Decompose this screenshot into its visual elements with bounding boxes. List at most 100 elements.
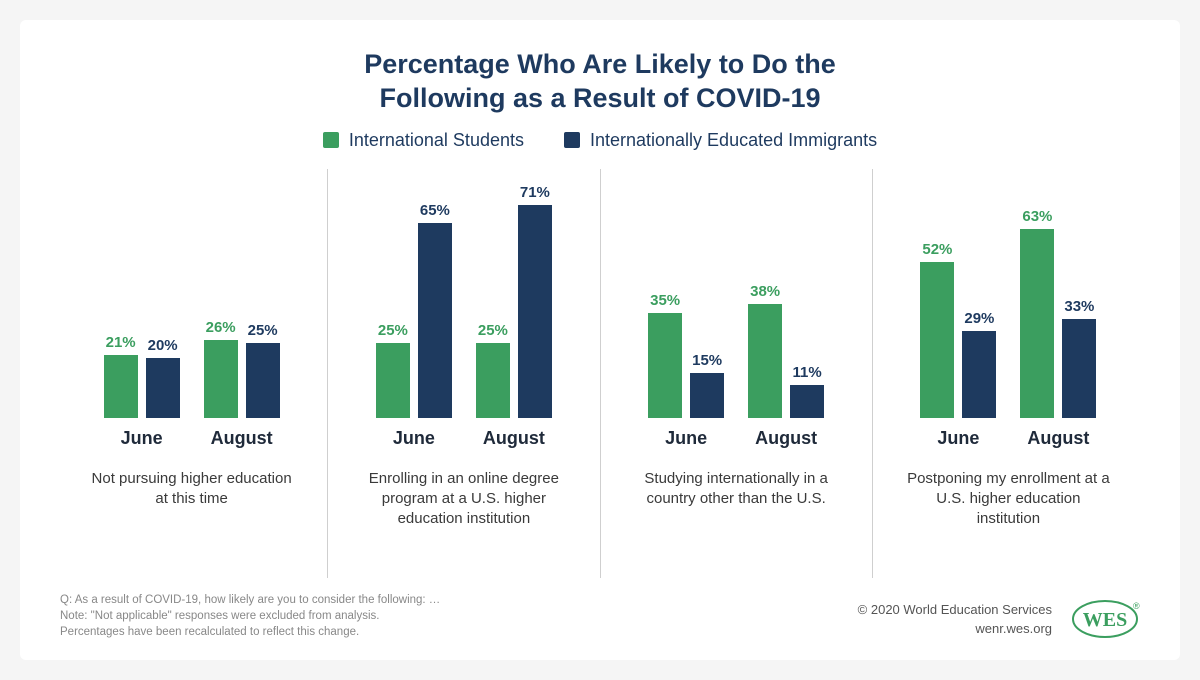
bars-area: 35% 15% June 38% 11% August	[613, 169, 860, 449]
attribution-line-1: © 2020 World Education Services	[858, 600, 1052, 620]
chart-panel: 25%65%June25%71%AugustEnrolling in an on…	[332, 169, 595, 578]
bar: 63%	[1020, 208, 1054, 418]
legend-swatch-series1	[323, 132, 339, 148]
bar-pair: 26% 25%	[204, 178, 280, 418]
bar: 29%	[962, 310, 996, 418]
panel-divider	[327, 169, 328, 578]
bar-group: 25%71%August	[476, 178, 552, 449]
bar-value-label: 11%	[793, 364, 822, 381]
bar-group: 35% 15% June	[648, 178, 724, 449]
svg-text:WES: WES	[1083, 609, 1127, 631]
bars-area: 52% 29% June 63% 33% August	[885, 169, 1132, 449]
bar-value-label: 29%	[964, 310, 994, 327]
x-axis-label: August	[1027, 428, 1089, 449]
svg-text:®: ®	[1133, 601, 1140, 611]
bar: 11%	[790, 364, 824, 418]
bar-value-label: 25%	[248, 322, 278, 339]
bars-area: 21% 20% June 26% 25% August	[68, 169, 315, 449]
bar-rect	[518, 205, 552, 418]
bar-rect	[204, 340, 238, 418]
x-axis-label: June	[937, 428, 979, 449]
bars-area: 25%65%June25%71%August	[340, 169, 587, 449]
legend-swatch-series2	[564, 132, 580, 148]
chart-panels: 21% 20% June 26% 25% August Not pursuing highe…	[60, 169, 1140, 578]
bar-rect	[418, 223, 452, 418]
bar-group: 25% 65% June	[376, 178, 452, 449]
bar: 26%	[204, 319, 238, 418]
x-axis-label: June	[393, 428, 435, 449]
legend-label-series1: International Students	[349, 130, 524, 151]
bar-pair: 25% 65%	[376, 178, 452, 418]
bar-value-label: 20%	[148, 337, 178, 354]
footnote-line-3: Percentages have been recalculated to re…	[60, 624, 440, 640]
bar-value-label: 38%	[750, 283, 780, 300]
bar: 25%	[246, 322, 280, 418]
chart-card: Percentage Who Are Likely to Do the Foll…	[20, 20, 1180, 660]
bar-rect	[790, 385, 824, 418]
footnote-line-2: Note: "Not applicable" responses were ex…	[60, 608, 440, 624]
bar-group: 52% 29% June	[920, 178, 996, 449]
bar-rect	[146, 358, 180, 418]
panel-caption: Postponing my enrollment at a U.S. highe…	[903, 469, 1113, 530]
bar-value-label: 65%	[420, 202, 450, 219]
bar: 38%	[748, 283, 782, 418]
x-axis-label: August	[211, 428, 273, 449]
bar: 71%	[518, 184, 552, 418]
bar-pair: 21% 20%	[104, 178, 180, 418]
bar-pair: 52% 29%	[920, 178, 996, 418]
bar-group: 38% 11% August	[748, 178, 824, 449]
bar-rect	[1020, 229, 1054, 418]
bar-value-label: 25%	[478, 322, 508, 339]
bar-value-label: 35%	[650, 292, 680, 309]
bar: 52%	[920, 241, 954, 418]
bar-pair: 25% 71%	[476, 178, 552, 418]
legend-item-series2: Internationally Educated Immigrants	[564, 130, 877, 151]
bar-value-label: 52%	[922, 241, 952, 258]
bar: 21%	[104, 334, 138, 418]
bar-value-label: 25%	[378, 322, 408, 339]
footnote: Q: As a result of COVID-19, how likely a…	[60, 592, 440, 640]
panel-caption: Studying internationally in a country ot…	[631, 469, 841, 510]
legend-label-series2: Internationally Educated Immigrants	[590, 130, 877, 151]
bar: 35%	[648, 292, 682, 418]
bar: 33%	[1062, 298, 1096, 418]
panel-divider	[600, 169, 601, 578]
attribution-line-2: wenr.wes.org	[858, 619, 1052, 639]
bar-rect	[246, 343, 280, 418]
bar-value-label: 71%	[520, 184, 550, 201]
footer: Q: As a result of COVID-19, how likely a…	[60, 592, 1140, 640]
chart-panel: 35% 15% June 38% 11% August Studying internati…	[605, 169, 868, 578]
chart-panel: 52% 29% June 63% 33% August Postponing my enro…	[877, 169, 1140, 578]
bar: 25%	[376, 322, 410, 418]
legend: International Students Internationally E…	[60, 130, 1140, 151]
bar-value-label: 63%	[1022, 208, 1052, 225]
panel-caption: Enrolling in an online degree program at…	[359, 469, 569, 530]
x-axis-label: August	[755, 428, 817, 449]
attribution: © 2020 World Education Services wenr.wes…	[858, 598, 1140, 640]
x-axis-label: June	[665, 428, 707, 449]
bar-rect	[690, 373, 724, 418]
wes-logo: WES ®	[1070, 598, 1140, 640]
panel-caption: Not pursuing higher education at this ti…	[87, 469, 297, 510]
bar-group: 21% 20% June	[104, 178, 180, 449]
title-line-1: Percentage Who Are Likely to Do the	[364, 49, 836, 79]
attribution-text: © 2020 World Education Services wenr.wes…	[858, 600, 1052, 639]
bar-value-label: 26%	[206, 319, 236, 336]
title-line-2: Following as a Result of COVID-19	[379, 83, 820, 113]
bar-rect	[104, 355, 138, 418]
chart-panel: 21% 20% June 26% 25% August Not pursuing highe…	[60, 169, 323, 578]
bar-pair: 35% 15%	[648, 178, 724, 418]
legend-item-series1: International Students	[323, 130, 524, 151]
bar-rect	[1062, 319, 1096, 418]
bar-pair: 38% 11%	[748, 178, 824, 418]
bar-pair: 63% 33%	[1020, 178, 1096, 418]
bar-rect	[476, 343, 510, 418]
x-axis-label: June	[121, 428, 163, 449]
bar-group: 63% 33% August	[1020, 178, 1096, 449]
bar-rect	[962, 331, 996, 418]
bar-group: 26% 25% August	[204, 178, 280, 449]
bar-value-label: 15%	[692, 352, 722, 369]
footnote-line-1: Q: As a result of COVID-19, how likely a…	[60, 592, 440, 608]
bar-rect	[920, 262, 954, 418]
bar: 25%	[476, 322, 510, 418]
